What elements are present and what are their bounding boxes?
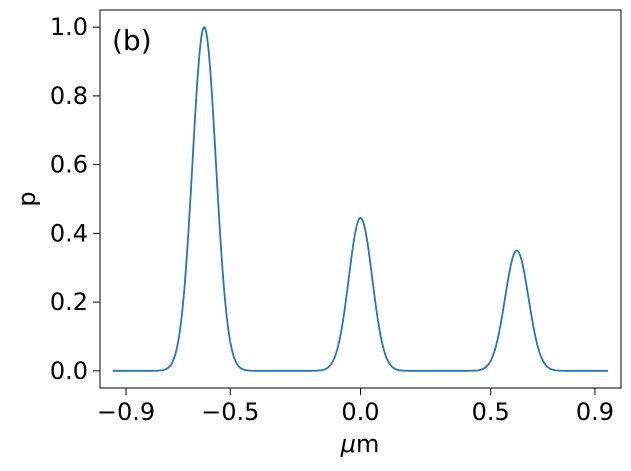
y-tick-label: 0.4: [50, 219, 88, 247]
y-axis-ticks: 0.0 0.2 0.4 0.6 0.8 1.0: [50, 13, 100, 385]
x-tick-label: 0.9: [576, 398, 614, 426]
x-tick-label: 0.0: [341, 398, 379, 426]
x-tick-label: 0.5: [472, 398, 510, 426]
x-axis-label-mu: μ: [340, 430, 356, 458]
y-axis-label: p: [13, 191, 41, 206]
y-tick-label: 0.0: [50, 357, 88, 385]
x-axis-label: μm: [340, 430, 380, 458]
panel-label: (b): [112, 24, 152, 57]
y-tick-label: 0.2: [50, 288, 88, 316]
plot-area: [99, 9, 622, 389]
x-tick-label: −0.9: [97, 398, 155, 426]
y-tick-label: 0.6: [50, 151, 88, 179]
x-tick-label: −0.5: [201, 398, 259, 426]
x-axis-label-unit: m: [356, 430, 379, 458]
y-tick-label: 1.0: [50, 13, 88, 41]
series-line: [113, 26, 608, 372]
y-tick-label: 0.8: [50, 82, 88, 110]
x-axis-ticks: −0.9 −0.5 0.0 0.5 0.9: [97, 388, 614, 426]
